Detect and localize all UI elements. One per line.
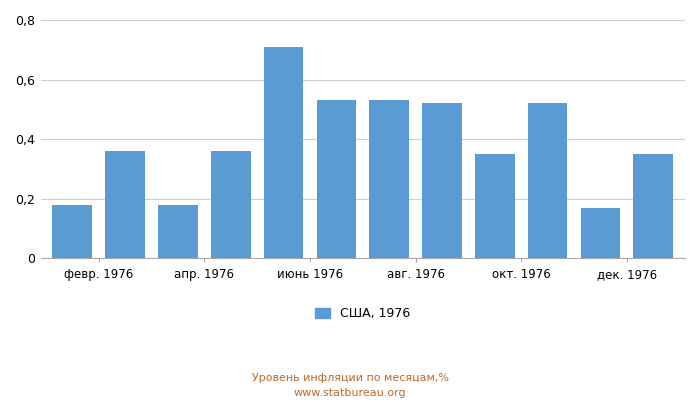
Bar [370, 100, 409, 258]
Bar [528, 104, 568, 258]
Bar [158, 205, 197, 258]
Bar [316, 100, 356, 258]
Bar [211, 151, 251, 258]
Bar [581, 208, 620, 258]
Bar [52, 205, 92, 258]
Text: Уровень инфляции по месяцам,%: Уровень инфляции по месяцам,% [251, 373, 449, 383]
Bar [634, 154, 673, 258]
Bar [264, 47, 303, 258]
Bar [105, 151, 145, 258]
Bar [475, 154, 514, 258]
Text: www.statbureau.org: www.statbureau.org [294, 388, 406, 398]
Legend: США, 1976: США, 1976 [315, 308, 410, 320]
Bar [422, 104, 462, 258]
